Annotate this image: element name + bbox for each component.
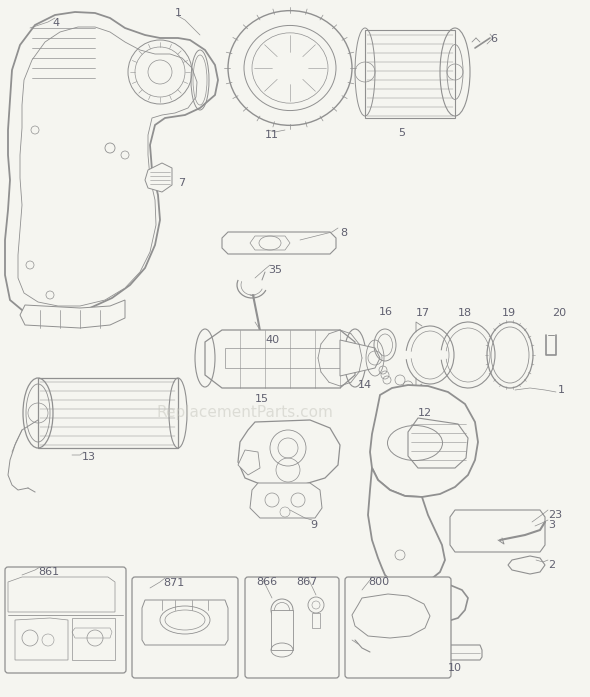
Polygon shape [408, 418, 468, 468]
Polygon shape [15, 618, 68, 660]
Text: 861: 861 [38, 567, 59, 577]
Polygon shape [205, 330, 355, 388]
Polygon shape [145, 163, 172, 192]
Polygon shape [250, 236, 290, 250]
Text: 5: 5 [398, 128, 405, 138]
Polygon shape [368, 645, 482, 660]
Polygon shape [340, 340, 380, 376]
Text: 9: 9 [310, 520, 317, 530]
Text: 800: 800 [368, 577, 389, 587]
Text: 7: 7 [178, 178, 185, 188]
Polygon shape [271, 610, 293, 650]
Polygon shape [238, 420, 340, 486]
Polygon shape [225, 348, 355, 368]
Text: 23: 23 [548, 510, 562, 520]
Polygon shape [352, 582, 468, 624]
Text: 2: 2 [548, 560, 555, 570]
Polygon shape [450, 510, 545, 552]
Text: 1: 1 [558, 385, 565, 395]
Text: 867: 867 [296, 577, 317, 587]
Text: 20: 20 [552, 308, 566, 318]
Text: 871: 871 [163, 578, 184, 588]
Text: 8: 8 [340, 228, 347, 238]
FancyBboxPatch shape [5, 567, 126, 673]
Text: 6: 6 [490, 34, 497, 44]
Text: 3: 3 [548, 520, 555, 530]
Polygon shape [38, 378, 178, 448]
Text: 35: 35 [268, 265, 282, 275]
FancyBboxPatch shape [132, 577, 238, 678]
Text: 866: 866 [256, 577, 277, 587]
Text: 1: 1 [175, 8, 182, 18]
Text: 40: 40 [265, 335, 279, 345]
Text: 15: 15 [255, 394, 269, 404]
Text: 13: 13 [82, 452, 96, 462]
Polygon shape [142, 600, 228, 645]
Polygon shape [222, 232, 336, 254]
Polygon shape [250, 483, 322, 518]
Text: 10: 10 [448, 663, 462, 673]
Text: 17: 17 [416, 308, 430, 318]
Polygon shape [365, 30, 455, 118]
Polygon shape [20, 300, 125, 328]
Polygon shape [5, 12, 218, 315]
Text: ReplacementParts.com: ReplacementParts.com [156, 406, 333, 420]
FancyBboxPatch shape [245, 577, 339, 678]
Polygon shape [368, 468, 445, 583]
Text: 19: 19 [502, 308, 516, 318]
Polygon shape [72, 618, 115, 660]
Text: 4: 4 [52, 18, 59, 28]
FancyBboxPatch shape [345, 577, 451, 678]
Text: 18: 18 [458, 308, 472, 318]
Text: 14: 14 [358, 380, 372, 390]
Polygon shape [312, 613, 320, 628]
Polygon shape [508, 556, 545, 574]
Text: 16: 16 [379, 307, 393, 317]
Polygon shape [352, 594, 430, 638]
Text: 12: 12 [418, 408, 432, 418]
Text: 11: 11 [265, 130, 279, 140]
Polygon shape [8, 577, 115, 612]
Polygon shape [370, 385, 478, 497]
Polygon shape [238, 450, 260, 475]
Polygon shape [18, 27, 197, 306]
